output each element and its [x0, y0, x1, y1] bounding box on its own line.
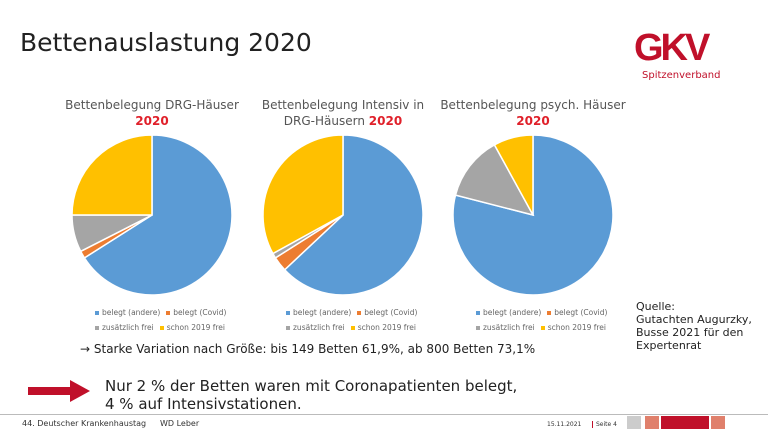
slide-title: Bettenauslastung 2020 — [20, 28, 312, 57]
legend-item: belegt (Covid) — [166, 305, 226, 320]
chart-legend-2: belegt (andere) belegt (Covid) zusätzlich … — [286, 305, 436, 335]
footer-bar-red — [661, 416, 709, 429]
gkv-logo: GKV Spitzenverband — [632, 27, 732, 81]
footer-bar-gray — [627, 416, 641, 429]
footer-bar-salmon-2 — [711, 416, 725, 429]
logo-subtitle: Spitzenverband — [642, 70, 721, 81]
pie-slice-1-4 — [71, 134, 153, 216]
chart-title-2: Bettenbelegung Intensiv in DRG-Häusern 20… — [261, 98, 425, 128]
chart-legend-3: belegt (andere) belegt (Covid) zusätzlich … — [476, 305, 626, 335]
source-note: Quelle: Gutachten Augurzky, Busse 2021 für… — [636, 300, 752, 352]
pie-slice-1-1 — [83, 134, 233, 296]
legend-item: belegt (andere) — [95, 305, 160, 320]
pie-slice-2-1 — [283, 134, 424, 296]
footer-divider — [0, 414, 768, 415]
pie-slice-3-3 — [454, 143, 535, 217]
chart-title-3: Bettenbelegung psych. Häuser 2020 — [440, 98, 626, 128]
footer-speaker: WD Leber — [160, 419, 200, 428]
chart-legend-1: belegt (andere) belegt (Covid) zusätzlich … — [95, 305, 245, 335]
legend-item: zusätzlich frei — [95, 320, 154, 335]
chart-title-1: Bettenbelegung DRG-Häuser 2020 — [65, 98, 239, 128]
footer-date: 15.11.2021 — [547, 421, 582, 428]
pie-slice-3-4 — [493, 134, 534, 216]
legend-item: belegt (Covid) — [357, 305, 417, 320]
footer-event: 44. Deutscher Krankenhaustag — [22, 419, 147, 428]
legend-item: zusätzlich frei — [476, 320, 535, 335]
conclusion-text: Nur 2 % der Betten waren mit Coronapatie… — [105, 377, 518, 413]
legend-item: belegt (andere) — [286, 305, 351, 320]
legend-item: belegt (Covid) — [547, 305, 607, 320]
pie-slice-2-4 — [262, 134, 344, 255]
legend-item: zusätzlich frei — [286, 320, 345, 335]
footer-bar-salmon — [645, 416, 659, 429]
variation-note: → Starke Variation nach Größe: bis 149 B… — [80, 342, 536, 356]
footer-page: Seite 4 — [592, 421, 617, 428]
legend-item: schon 2019 frei — [350, 320, 416, 335]
arrow-right-icon — [28, 380, 90, 402]
legend-item: schon 2019 frei — [540, 320, 606, 335]
legend-item: belegt (andere) — [476, 305, 541, 320]
svg-text:GKV: GKV — [634, 28, 711, 64]
legend-item: schon 2019 frei — [159, 320, 225, 335]
